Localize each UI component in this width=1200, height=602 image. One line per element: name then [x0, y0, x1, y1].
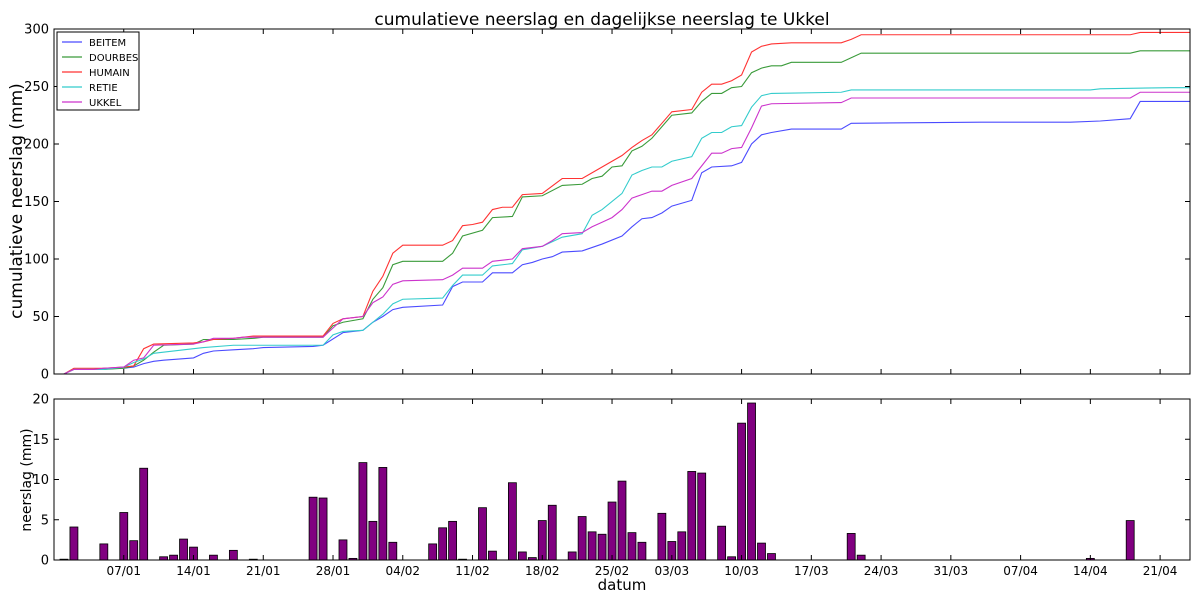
x-tick-label: 04/02 — [385, 564, 420, 578]
bar — [677, 531, 687, 561]
top-plot-frame — [53, 28, 1191, 375]
bar — [757, 542, 766, 561]
bar — [737, 422, 746, 561]
bar — [308, 496, 318, 561]
bar — [478, 507, 487, 561]
bar — [617, 480, 627, 561]
bar — [488, 550, 497, 561]
bar — [687, 471, 697, 561]
bar — [587, 531, 597, 561]
bar — [1125, 520, 1135, 561]
bar — [318, 497, 328, 561]
legend-box — [56, 31, 140, 111]
series-line-beitem — [54, 100, 1190, 375]
bar — [228, 549, 238, 561]
y-tick-label: 100 — [24, 253, 49, 268]
bar — [856, 554, 866, 561]
bar — [338, 539, 348, 561]
bar — [627, 532, 637, 561]
y-tick-label: 5 — [41, 513, 49, 528]
y-tick-label: 20 — [32, 393, 49, 408]
bar — [69, 526, 79, 561]
chart-title: cumulatieve neerslag en dagelijkse neers… — [374, 10, 829, 30]
x-tick-label: 17/03 — [794, 564, 829, 578]
bar — [378, 467, 388, 561]
x-tick-label: 21/01 — [246, 564, 281, 578]
bar — [846, 533, 856, 561]
bar — [637, 541, 647, 561]
bar — [209, 554, 218, 561]
y-tick-label: 0 — [41, 368, 49, 383]
x-tick-label: 03/03 — [655, 564, 690, 578]
series-line-retie — [54, 87, 1190, 375]
x-tick-label: 31/03 — [934, 564, 969, 578]
bar — [169, 554, 178, 561]
x-tick-label: 25/02 — [595, 564, 630, 578]
bar — [438, 527, 448, 561]
y-tick-label: 150 — [24, 195, 49, 210]
bar — [607, 501, 617, 561]
bar — [99, 543, 109, 561]
bar — [717, 525, 727, 561]
y-tick-label: 200 — [24, 138, 49, 153]
bar — [179, 538, 188, 561]
x-tick-label: 07/01 — [106, 564, 141, 578]
legend-label-ukkel: UKKEL — [89, 98, 122, 109]
series-line-ukkel — [54, 91, 1190, 375]
x-tick-label: 18/02 — [525, 564, 560, 578]
bar — [507, 482, 517, 561]
bar — [567, 551, 577, 561]
legend-label-dourbes: DOURBES — [89, 53, 138, 64]
bar — [547, 504, 557, 561]
y-tick-label: 15 — [32, 433, 49, 448]
bar — [657, 512, 667, 561]
x-axis-label: datum — [598, 576, 647, 594]
top-y-axis-label: cumulatieve neerslag (mm) — [7, 83, 27, 319]
x-tick-label: 24/03 — [864, 564, 899, 578]
bar — [129, 540, 139, 561]
x-tick-label: 10/03 — [724, 564, 759, 578]
bar — [139, 467, 149, 561]
bottom-y-axis-label: neerslag (mm) — [19, 428, 35, 531]
legend-label-retie: RETIE — [89, 83, 118, 94]
bar — [577, 516, 587, 561]
x-tick-label: 28/01 — [316, 564, 351, 578]
x-tick-label: 07/04 — [1003, 564, 1038, 578]
legend-label-humain: HUMAIN — [89, 68, 130, 79]
y-tick-label: 50 — [32, 310, 49, 325]
y-tick-label: 0 — [41, 554, 49, 569]
legend: BEITEM DOURBES HUMAIN RETIE UKKEL — [56, 31, 140, 111]
bar — [517, 551, 527, 561]
series-line-humain — [54, 31, 1190, 375]
legend-label-beitem: BEITEM — [89, 38, 126, 49]
bar — [119, 512, 129, 561]
x-tick-label: 14/04 — [1073, 564, 1108, 578]
x-tick-label: 11/02 — [455, 564, 490, 578]
series-line-dourbes — [54, 50, 1190, 375]
bar — [767, 553, 776, 561]
bar — [597, 533, 607, 561]
daily-plot: 0 5 10 15 20 07/01 14/01 21/01 28/01 04/02 11/02 18… — [32, 393, 1191, 578]
bar — [537, 520, 547, 561]
y-tick-label: 250 — [24, 80, 49, 95]
cumulative-plot: 0 50 100 150 200 250 300 BEITEM DOURBES HUMAIN RET… — [24, 23, 1191, 383]
bar — [428, 543, 438, 561]
bar — [368, 520, 378, 561]
bar — [697, 472, 707, 561]
x-tick-label: 21/04 — [1143, 564, 1178, 578]
bar — [747, 402, 756, 561]
bar — [358, 462, 368, 561]
bar — [388, 541, 398, 561]
y-tick-label: 300 — [24, 23, 49, 38]
bar — [448, 520, 457, 561]
x-tick-label: 14/01 — [176, 564, 211, 578]
y-tick-label: 10 — [32, 473, 49, 488]
